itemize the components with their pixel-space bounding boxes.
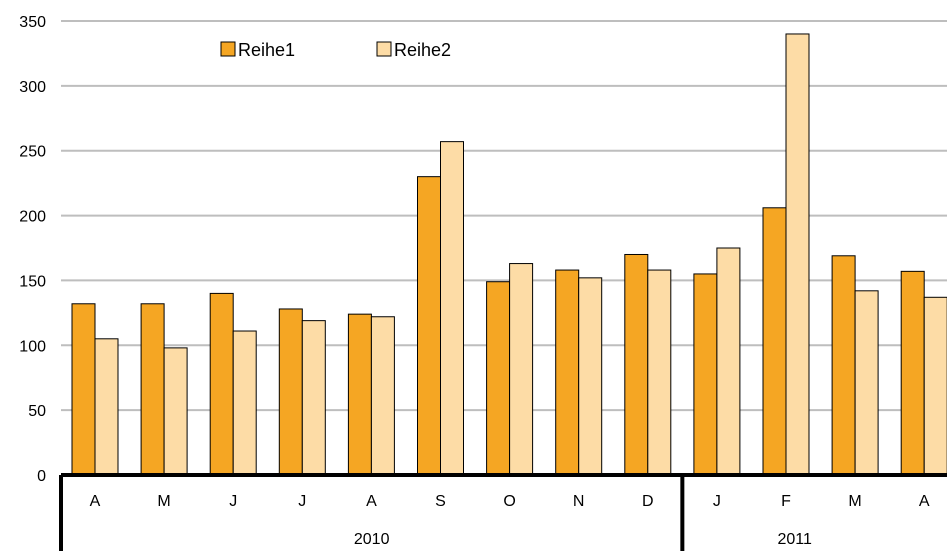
bar-reihe1 xyxy=(624,253,649,476)
x-tick-label: D xyxy=(642,493,654,510)
x-tick-label: O xyxy=(503,493,515,510)
x-tick-label: A xyxy=(919,493,930,510)
bar-reihe2 xyxy=(578,277,603,476)
group-label: 2010 xyxy=(354,531,390,548)
x-tick-label: N xyxy=(573,493,585,510)
legend-label-reihe2: Reihe2 xyxy=(394,40,451,60)
bar-reihe2 xyxy=(923,296,947,476)
legend: Reihe1 Reihe2 xyxy=(220,40,451,60)
y-tick-label: 50 xyxy=(28,403,46,420)
bar-reihe1 xyxy=(278,308,303,476)
axes: 0 50 100 150 200 250 300 350 A M J J A S O N D J F M A 2010 20… xyxy=(19,14,947,551)
bar-reihe1 xyxy=(831,255,856,476)
bar-reihe1 xyxy=(71,303,96,476)
y-tick-label: 150 xyxy=(19,273,46,290)
bar-reihe1 xyxy=(209,292,234,476)
bar-reihe1 xyxy=(486,281,511,476)
x-tick-label: J xyxy=(713,493,721,510)
x-tick-label: M xyxy=(157,493,170,510)
y-tick-label: 300 xyxy=(19,79,46,96)
bar-reihe2 xyxy=(716,247,741,476)
bar-reihe2 xyxy=(94,338,119,476)
x-tick-label: S xyxy=(435,493,446,510)
bar-reihe1 xyxy=(693,273,718,476)
bar-reihe2 xyxy=(440,141,464,476)
bar-reihe1 xyxy=(900,270,925,476)
bar-reihe2 xyxy=(509,263,534,476)
y-tick-label: 0 xyxy=(37,468,46,485)
x-tick-label: A xyxy=(90,493,101,510)
x-tick-label: F xyxy=(781,493,791,510)
bar-reihe1 xyxy=(762,207,787,476)
x-tick-label: J xyxy=(229,493,237,510)
y-tick-label: 350 xyxy=(19,14,46,31)
y-tick-label: 200 xyxy=(19,209,46,226)
x-tick-label: M xyxy=(848,493,861,510)
legend-swatch-reihe2 xyxy=(376,41,392,57)
y-tick-label: 100 xyxy=(19,338,46,355)
bar-reihe2 xyxy=(301,320,326,476)
bar-reihe1 xyxy=(140,303,165,476)
x-tick-label: A xyxy=(366,493,377,510)
bar-reihe2 xyxy=(232,330,257,476)
bar-reihe1 xyxy=(347,313,372,476)
group-label: 2011 xyxy=(777,531,812,548)
bar-reihe1 xyxy=(417,176,441,476)
bar-reihe1 xyxy=(555,269,580,476)
bars xyxy=(71,33,947,476)
legend-label-reihe1: Reihe1 xyxy=(238,40,295,60)
gridlines xyxy=(61,20,947,412)
bar-reihe2 xyxy=(370,316,395,476)
bar-reihe2 xyxy=(785,33,810,476)
bar-reihe2 xyxy=(163,347,188,476)
bar-reihe2 xyxy=(647,269,672,476)
legend-swatch-reihe1 xyxy=(220,41,236,57)
bar-reihe2 xyxy=(854,290,879,476)
x-tick-label: J xyxy=(298,493,306,510)
y-tick-label: 250 xyxy=(19,144,46,161)
